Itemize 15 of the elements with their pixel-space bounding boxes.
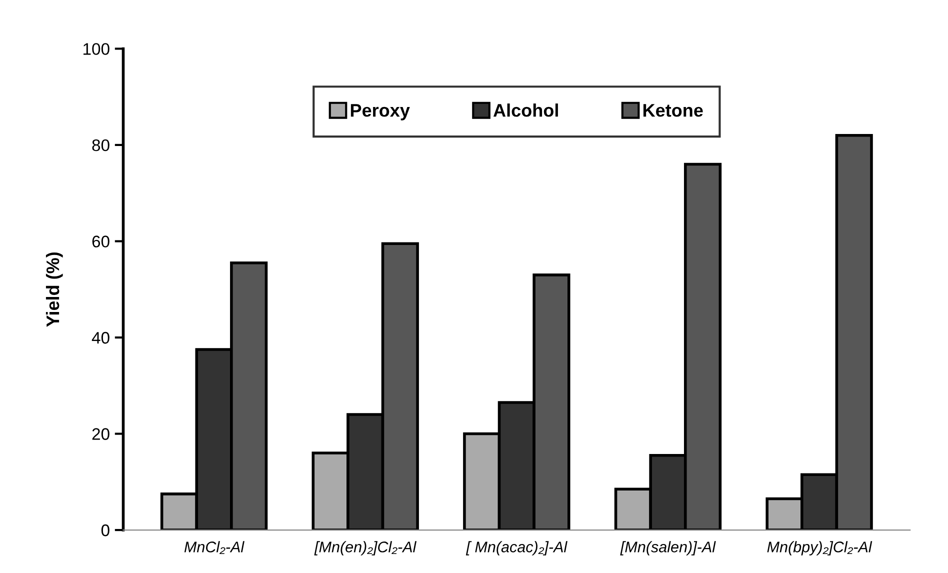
x-tick-label: [Mn(en)₂]Cl₂-Al bbox=[314, 541, 417, 556]
legend-label: Ketone bbox=[643, 104, 703, 117]
legend-label: Peroxy bbox=[350, 104, 410, 120]
x-tick-label: MnCl₂-Al bbox=[184, 541, 244, 554]
legend-label: Alcohol bbox=[493, 104, 558, 117]
x-tick-label: [ Mn(acac)₂]-Al bbox=[466, 541, 568, 556]
x-tick-label: Mn(bpy)₂]Cl₂-Al bbox=[767, 541, 872, 556]
x-tick-label: [Mn(salen)]-Al bbox=[620, 541, 716, 556]
y-axis-title: Yield (%) bbox=[46, 252, 63, 327]
y-tick-label: 0 bbox=[101, 524, 110, 536]
y-tick-label: 80 bbox=[92, 139, 110, 152]
y-tick-label: 40 bbox=[92, 332, 110, 344]
y-tick-label: 20 bbox=[92, 428, 110, 440]
y-tick-label: 60 bbox=[92, 236, 110, 248]
y-tick-label: 100 bbox=[84, 43, 110, 55]
